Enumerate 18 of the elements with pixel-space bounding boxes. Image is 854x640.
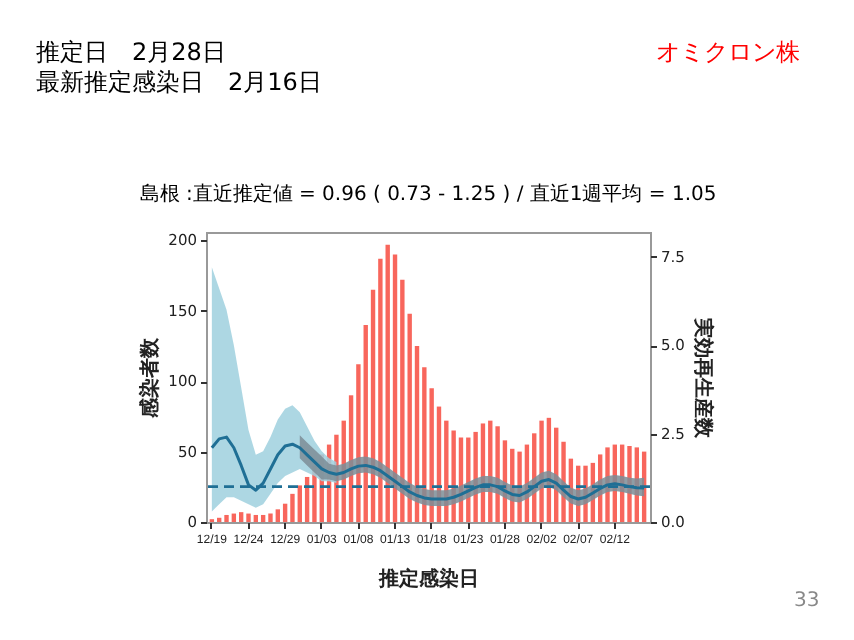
- bar: [246, 513, 251, 522]
- y2-axis-title: 実効再生産数: [690, 316, 715, 440]
- chart-title: 島根 :直近推定値 = 0.96 ( 0.73 - 1.25 ) / 直近1週平均 = 1.05: [139, 182, 717, 206]
- bar: [290, 493, 295, 522]
- bar: [238, 512, 244, 522]
- bar: [275, 509, 280, 522]
- y-axis-title: 感染者数: [138, 336, 163, 420]
- text: 推定日 2月28日: [36, 36, 226, 70]
- text: 最新推定感染日 2月16日: [36, 66, 322, 100]
- x-axis-title: 推定感染日: [377, 567, 479, 591]
- line-series: [210, 435, 646, 501]
- bar: [297, 485, 302, 522]
- text: オミクロン株: [656, 36, 800, 70]
- bar: [224, 514, 229, 522]
- bar: [253, 514, 259, 522]
- bar: [260, 514, 266, 522]
- text: 33: [794, 590, 820, 612]
- bar: [268, 513, 273, 522]
